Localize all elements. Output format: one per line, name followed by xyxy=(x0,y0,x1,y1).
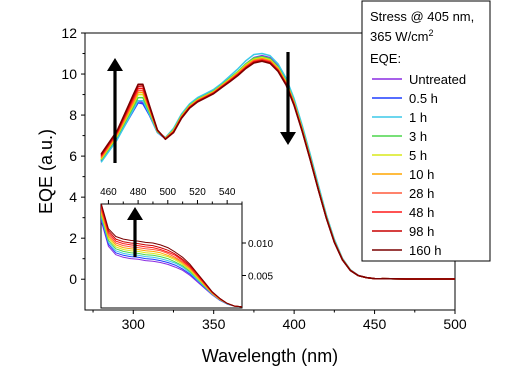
legend-entry-label: 5 h xyxy=(409,148,427,163)
legend-box xyxy=(361,0,491,262)
legend-title-line: 365 W/cm2 xyxy=(370,28,434,44)
legend-entry-label: 10 h xyxy=(409,167,434,182)
y-tick-label: 4 xyxy=(69,189,77,205)
inset-plot: 460 480 500 520 540 0.005 0.010 xyxy=(100,187,273,309)
legend-entry-label: 98 h xyxy=(409,224,434,239)
increase-arrow-head xyxy=(107,58,123,71)
x-tick-label: 400 xyxy=(282,316,306,332)
inset-x-tick-label: 540 xyxy=(219,187,236,198)
legend: Stress @ 405 nm, 365 W/cm2 EQE: Untreated 0.… xyxy=(361,0,491,262)
y-tick-label: 0 xyxy=(69,271,77,287)
inset-series-line-160-h xyxy=(101,204,242,308)
legend-entry-label: 1 h xyxy=(409,110,427,125)
legend-title-line: EQE: xyxy=(370,51,401,66)
y-tick-label: 2 xyxy=(69,230,77,246)
x-tick-label: 500 xyxy=(443,316,467,332)
inset-x-tick-label: 520 xyxy=(189,187,206,198)
inset-series-line-5-h xyxy=(101,212,242,308)
inset-x-tick-label: 460 xyxy=(100,187,117,198)
y-tick-label: 12 xyxy=(61,25,77,41)
legend-title-line: Stress @ 405 nm, xyxy=(370,9,474,24)
decrease-arrow-head xyxy=(280,132,296,145)
inset-increase-arrow-head xyxy=(127,207,143,220)
legend-entry-label: 3 h xyxy=(409,129,427,144)
inset-increase-arrow xyxy=(127,207,143,257)
x-tick-label: 300 xyxy=(122,316,146,332)
x-tick-label: 350 xyxy=(202,316,226,332)
main-series-group xyxy=(100,52,455,280)
main-plot: 300 350 400 450 500 0 2 4 6 8 10 12 Wavelength (nm) E… xyxy=(36,25,467,366)
legend-title-superscript: 2 xyxy=(429,28,434,38)
decrease-arrow xyxy=(280,52,296,145)
legend-entry-label: 0.5 h xyxy=(409,91,438,106)
legend-entry-label: 160 h xyxy=(409,243,442,258)
inset-y-tick-label: 0.010 xyxy=(248,239,273,250)
inset-x-tick-label: 500 xyxy=(159,187,176,198)
legend-entry-label: 48 h xyxy=(409,205,434,220)
inset-x-tick-label: 480 xyxy=(130,187,147,198)
x-tick-label: 450 xyxy=(363,316,387,332)
inset-y-tick-label: 0.005 xyxy=(248,272,273,283)
y-tick-label: 10 xyxy=(61,66,77,82)
y-tick-label: 8 xyxy=(69,107,77,123)
x-axis-label: Wavelength (nm) xyxy=(202,346,338,366)
legend-entry-label: Untreated xyxy=(409,72,466,87)
increase-arrow xyxy=(107,58,123,163)
legend-entry-label: 28 h xyxy=(409,186,434,201)
inset-series-group xyxy=(101,204,242,308)
series-line-160-h xyxy=(100,60,455,280)
trend-arrows xyxy=(107,52,296,257)
y-tick-label: 6 xyxy=(69,148,77,164)
inset-frame xyxy=(100,203,243,309)
y-axis-label: EQE (a.u.) xyxy=(36,129,56,214)
